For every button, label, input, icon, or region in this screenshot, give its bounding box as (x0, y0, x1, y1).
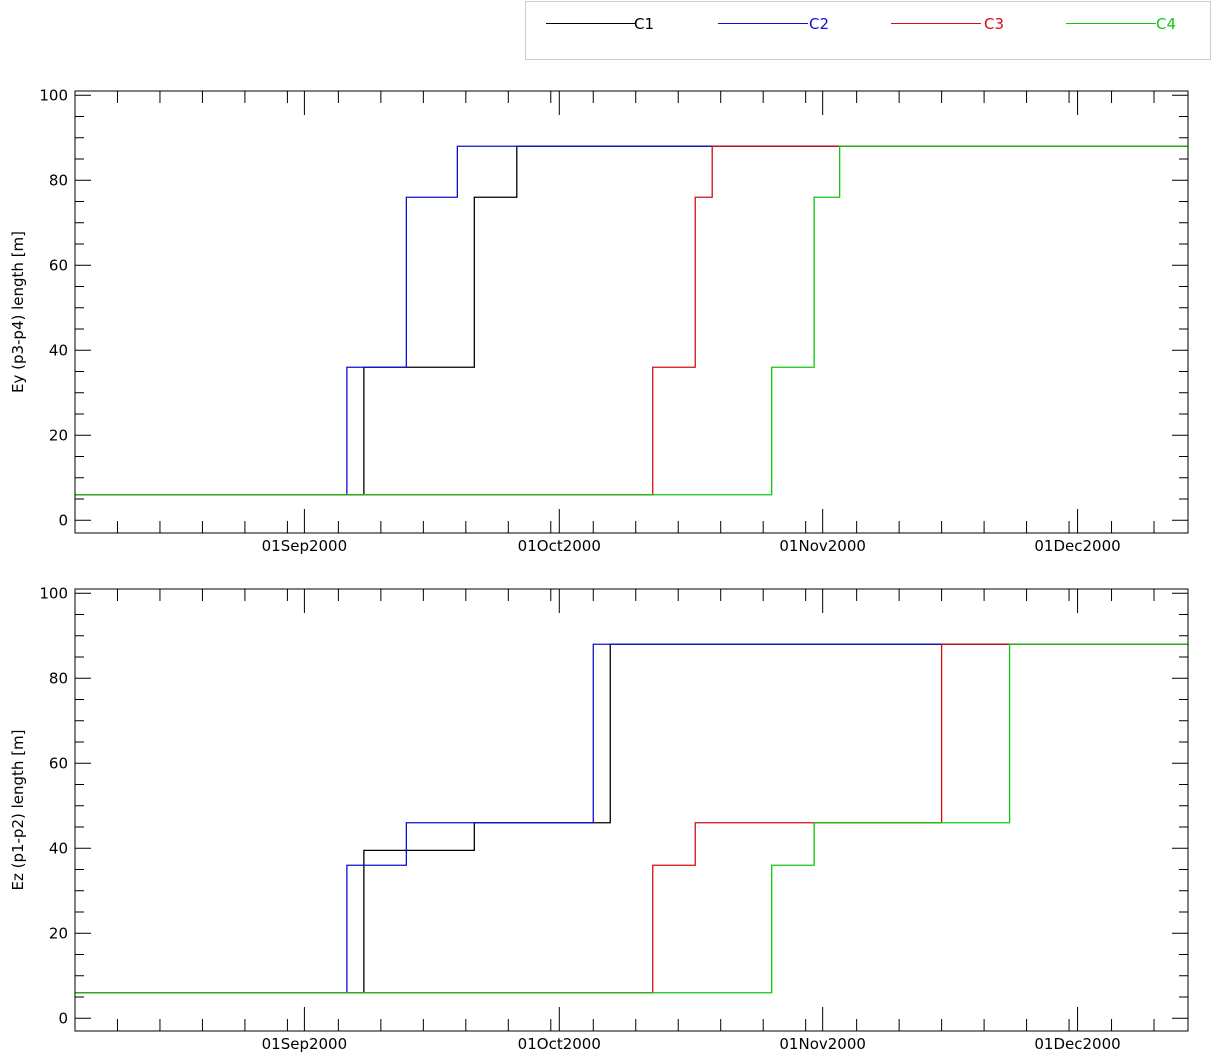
legend-swatch (891, 23, 981, 24)
x-tick-label: 01Dec2000 (1034, 537, 1120, 555)
legend-entry-c1: C1 (546, 14, 716, 34)
legend-entry-c3: C3 (891, 14, 1061, 34)
y-tick-label: 100 (39, 584, 68, 602)
legend-label: C3 (984, 15, 1005, 33)
panel-2: 0 20 40 60 80 100 01Sep2000 01Oct2000 01Nov2000 0… (9, 584, 1189, 1053)
x-tick-label: 01Sep2000 (262, 537, 348, 555)
x-tick-label: 01Oct2000 (518, 1035, 601, 1053)
y-axis-title: Ey (p3-p4) length [m] (9, 231, 27, 393)
x-tick-label: 01Oct2000 (518, 537, 601, 555)
legend-swatch (718, 23, 808, 24)
x-tick-label: 01Dec2000 (1034, 1035, 1120, 1053)
legend-entry-c4: C4 (1066, 14, 1211, 34)
series-line-c3 (75, 145, 1188, 496)
series-line-c1 (75, 145, 1188, 496)
legend-swatch (546, 23, 636, 24)
plot-frame (74, 90, 1189, 534)
series-line-c2 (75, 643, 1188, 994)
y-tick-label: 60 (49, 256, 68, 274)
y-tick-label: 0 (58, 1009, 68, 1027)
legend: C1 C2 C3 C4 (525, 1, 1211, 60)
y-tick-label: 20 (49, 426, 68, 444)
legend-entry-c2: C2 (718, 14, 888, 34)
y-tick-label: 40 (49, 839, 68, 857)
x-tick-label: 01Nov2000 (779, 537, 866, 555)
legend-swatch (1066, 23, 1156, 24)
x-tick-label: 01Nov2000 (779, 1035, 866, 1053)
series-line-c4 (75, 145, 1188, 496)
y-tick-label: 80 (49, 669, 68, 687)
x-tick-label: 01Sep2000 (262, 1035, 348, 1053)
plot-frame (74, 588, 1189, 1032)
y-tick-label: 60 (49, 754, 68, 772)
y-tick-label: 0 (58, 511, 68, 529)
panel-1: 0 20 40 60 80 100 01Sep2000 01Oct2000 01Nov2000 0… (9, 86, 1189, 555)
series-line-c4 (75, 643, 1188, 994)
y-tick-label: 80 (49, 171, 68, 189)
series-line-c1 (75, 643, 1188, 994)
legend-label: C4 (1156, 15, 1177, 33)
y-tick-label: 20 (49, 924, 68, 942)
series-line-c2 (75, 145, 1188, 496)
y-axis-title: Ez (p1-p2) length [m] (9, 729, 27, 890)
y-tick-label: 40 (49, 341, 68, 359)
y-tick-label: 100 (39, 86, 68, 104)
series-line-c3 (75, 643, 1188, 994)
legend-label: C1 (634, 15, 655, 33)
legend-label: C2 (809, 15, 830, 33)
